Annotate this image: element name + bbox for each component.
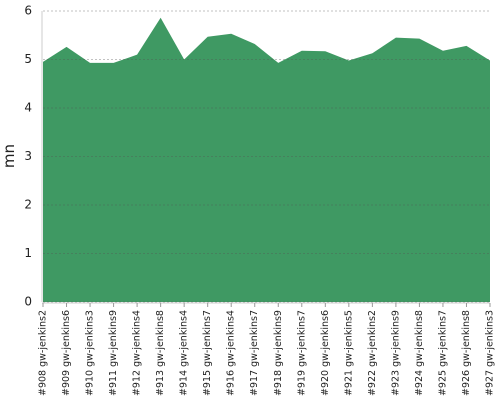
y-tick-label: 4	[24, 101, 32, 115]
x-tick-label: #909 gw-jenkins6	[61, 310, 72, 396]
x-tick-label: #919 gw-jenkins7	[296, 310, 307, 396]
x-tick-label: #926 gw-jenkins8	[461, 310, 472, 396]
y-tick-label: 1	[24, 246, 32, 260]
y-axis-label: mn	[0, 144, 18, 168]
y-tick-label: 3	[24, 149, 32, 163]
x-tick-label: #911 gw-jenkins9	[108, 310, 119, 396]
x-tick-label: #916 gw-jenkins4	[226, 310, 237, 396]
x-tick-label: #923 gw-jenkins9	[390, 310, 401, 396]
y-tick-label: 5	[24, 52, 32, 66]
x-tick-label: #920 gw-jenkins6	[320, 310, 331, 396]
x-tick-label: #924 gw-jenkins8	[414, 310, 425, 396]
area	[43, 17, 490, 302]
x-tick-label: #913 gw-jenkins8	[155, 310, 166, 396]
y-tick-label: 2	[24, 198, 32, 212]
x-tick-label: #915 gw-jenkins7	[202, 310, 213, 396]
x-tick-label: #918 gw-jenkins9	[273, 310, 284, 396]
x-tick-label: #921 gw-jenkins5	[343, 310, 354, 396]
y-tick-label: 6	[24, 4, 32, 18]
x-tick-label: #917 gw-jenkins7	[249, 310, 260, 396]
x-tick-label: #925 gw-jenkins7	[437, 310, 448, 396]
x-tick-label: #922 gw-jenkins2	[367, 310, 378, 396]
x-tick-label: #910 gw-jenkins3	[85, 310, 96, 396]
x-tick-label: #914 gw-jenkins4	[179, 310, 190, 396]
y-tick-label: 0	[24, 295, 32, 309]
x-tick-label: #908 gw-jenkins2	[38, 310, 49, 396]
x-tick-label: #927 gw-jenkins3	[485, 310, 496, 396]
x-tick-label: #912 gw-jenkins4	[132, 310, 143, 396]
